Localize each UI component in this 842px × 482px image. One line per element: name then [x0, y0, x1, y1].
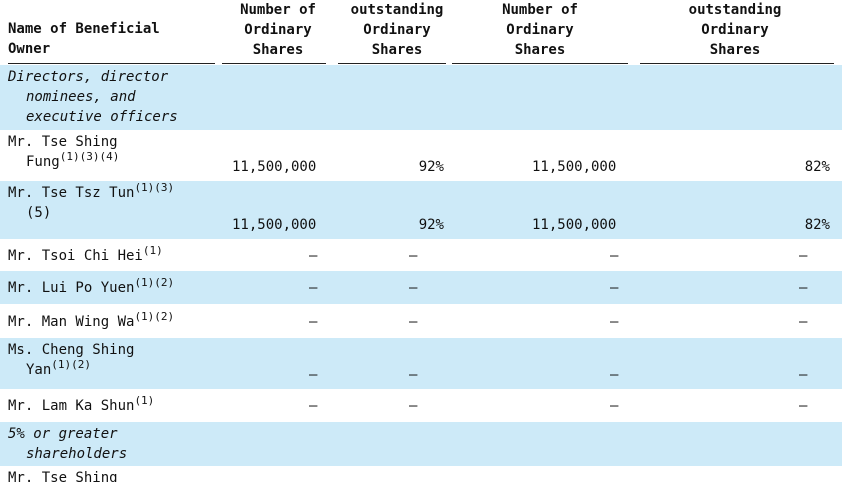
- value-dash: —: [799, 248, 808, 264]
- value-dash: —: [409, 280, 418, 296]
- table-row: Mr. Tsoi Chi Hei(1) — — — —: [0, 239, 842, 271]
- owner-name: Ms. Cheng Shing Yan(1)(2): [8, 342, 135, 378]
- table-row: Mr. Man Wing Wa(1)(2) — — — —: [0, 304, 842, 338]
- number-of-shares: 11,500,000: [232, 217, 317, 233]
- header-outstanding-ordinary-shares-1: outstanding Ordinary Shares: [350, 2, 444, 58]
- table-row: Mr. Lam Ka Shun(1) — — — —: [0, 389, 842, 422]
- header-rule: [452, 63, 628, 64]
- header-name-of-beneficial-owner: Name of Beneficial Owner: [8, 21, 160, 57]
- value-dash: —: [610, 398, 619, 414]
- table-row: Ms. Cheng Shing Yan(1)(2) — — — —: [0, 338, 842, 389]
- number-of-shares: 11,500,000: [532, 159, 617, 175]
- table-row: Mr. Tse Tsz Tun(1)(3) (5) 11,500,000 92%…: [0, 181, 842, 239]
- value-dash: —: [799, 398, 808, 414]
- percent-outstanding: 82%: [804, 159, 830, 175]
- section-row-shareholders: 5% or greater shareholders: [0, 422, 842, 466]
- section-label: 5% or greater shareholders: [8, 426, 128, 462]
- header-rule: [222, 63, 326, 64]
- header-outstanding-ordinary-shares-2: outstanding Ordinary Shares: [688, 2, 782, 58]
- owner-name: Mr. Lam Ka Shun(1): [8, 394, 155, 414]
- owner-name: Mr. Tse Shing Fung(1)(3)(4): [8, 134, 120, 170]
- value-dash: —: [610, 367, 619, 383]
- value-dash: —: [309, 280, 318, 296]
- owner-name: Mr. Tsoi Chi Hei(1): [8, 244, 163, 264]
- value-dash: —: [309, 398, 318, 414]
- table-row: Mr. Tse Shing Fung(1)(3)(4) 11,500,000 9…: [0, 130, 842, 181]
- owner-name: Mr. Tse Shing: [8, 470, 118, 482]
- value-dash: —: [799, 367, 808, 383]
- header-number-of-ordinary-shares-1: Number of Ordinary Shares: [240, 2, 316, 58]
- owner-name: Mr. Man Wing Wa(1)(2): [8, 310, 175, 330]
- value-dash: —: [309, 367, 318, 383]
- value-dash: —: [610, 248, 619, 264]
- number-of-shares: 11,500,000: [232, 159, 317, 175]
- section-label: Directors, director nominees, and execut…: [8, 69, 178, 125]
- number-of-shares: 11,500,000: [532, 217, 617, 233]
- value-dash: —: [309, 314, 318, 330]
- table-row: Mr. Lui Po Yuen(1)(2) — — — —: [0, 271, 842, 304]
- header-rule: [338, 63, 446, 64]
- value-dash: —: [799, 280, 808, 296]
- value-dash: —: [409, 248, 418, 264]
- value-dash: —: [409, 367, 418, 383]
- owner-name: Mr. Tse Tsz Tun(1)(3) (5): [8, 181, 175, 221]
- table-row: Mr. Tse Shing: [0, 466, 842, 482]
- value-dash: —: [610, 280, 619, 296]
- value-dash: —: [610, 314, 619, 330]
- value-dash: —: [309, 248, 318, 264]
- value-dash: —: [409, 398, 418, 414]
- header-rule: [640, 63, 834, 64]
- percent-outstanding: 82%: [804, 217, 830, 233]
- percent-outstanding: 92%: [418, 217, 444, 233]
- header-number-of-ordinary-shares-2: Number of Ordinary Shares: [502, 2, 578, 58]
- value-dash: —: [409, 314, 418, 330]
- value-dash: —: [799, 314, 808, 330]
- section-row-directors: Directors, director nominees, and execut…: [0, 65, 842, 130]
- owner-name: Mr. Lui Po Yuen(1)(2): [8, 276, 175, 296]
- header-rule: [8, 63, 215, 64]
- percent-outstanding: 92%: [418, 159, 444, 175]
